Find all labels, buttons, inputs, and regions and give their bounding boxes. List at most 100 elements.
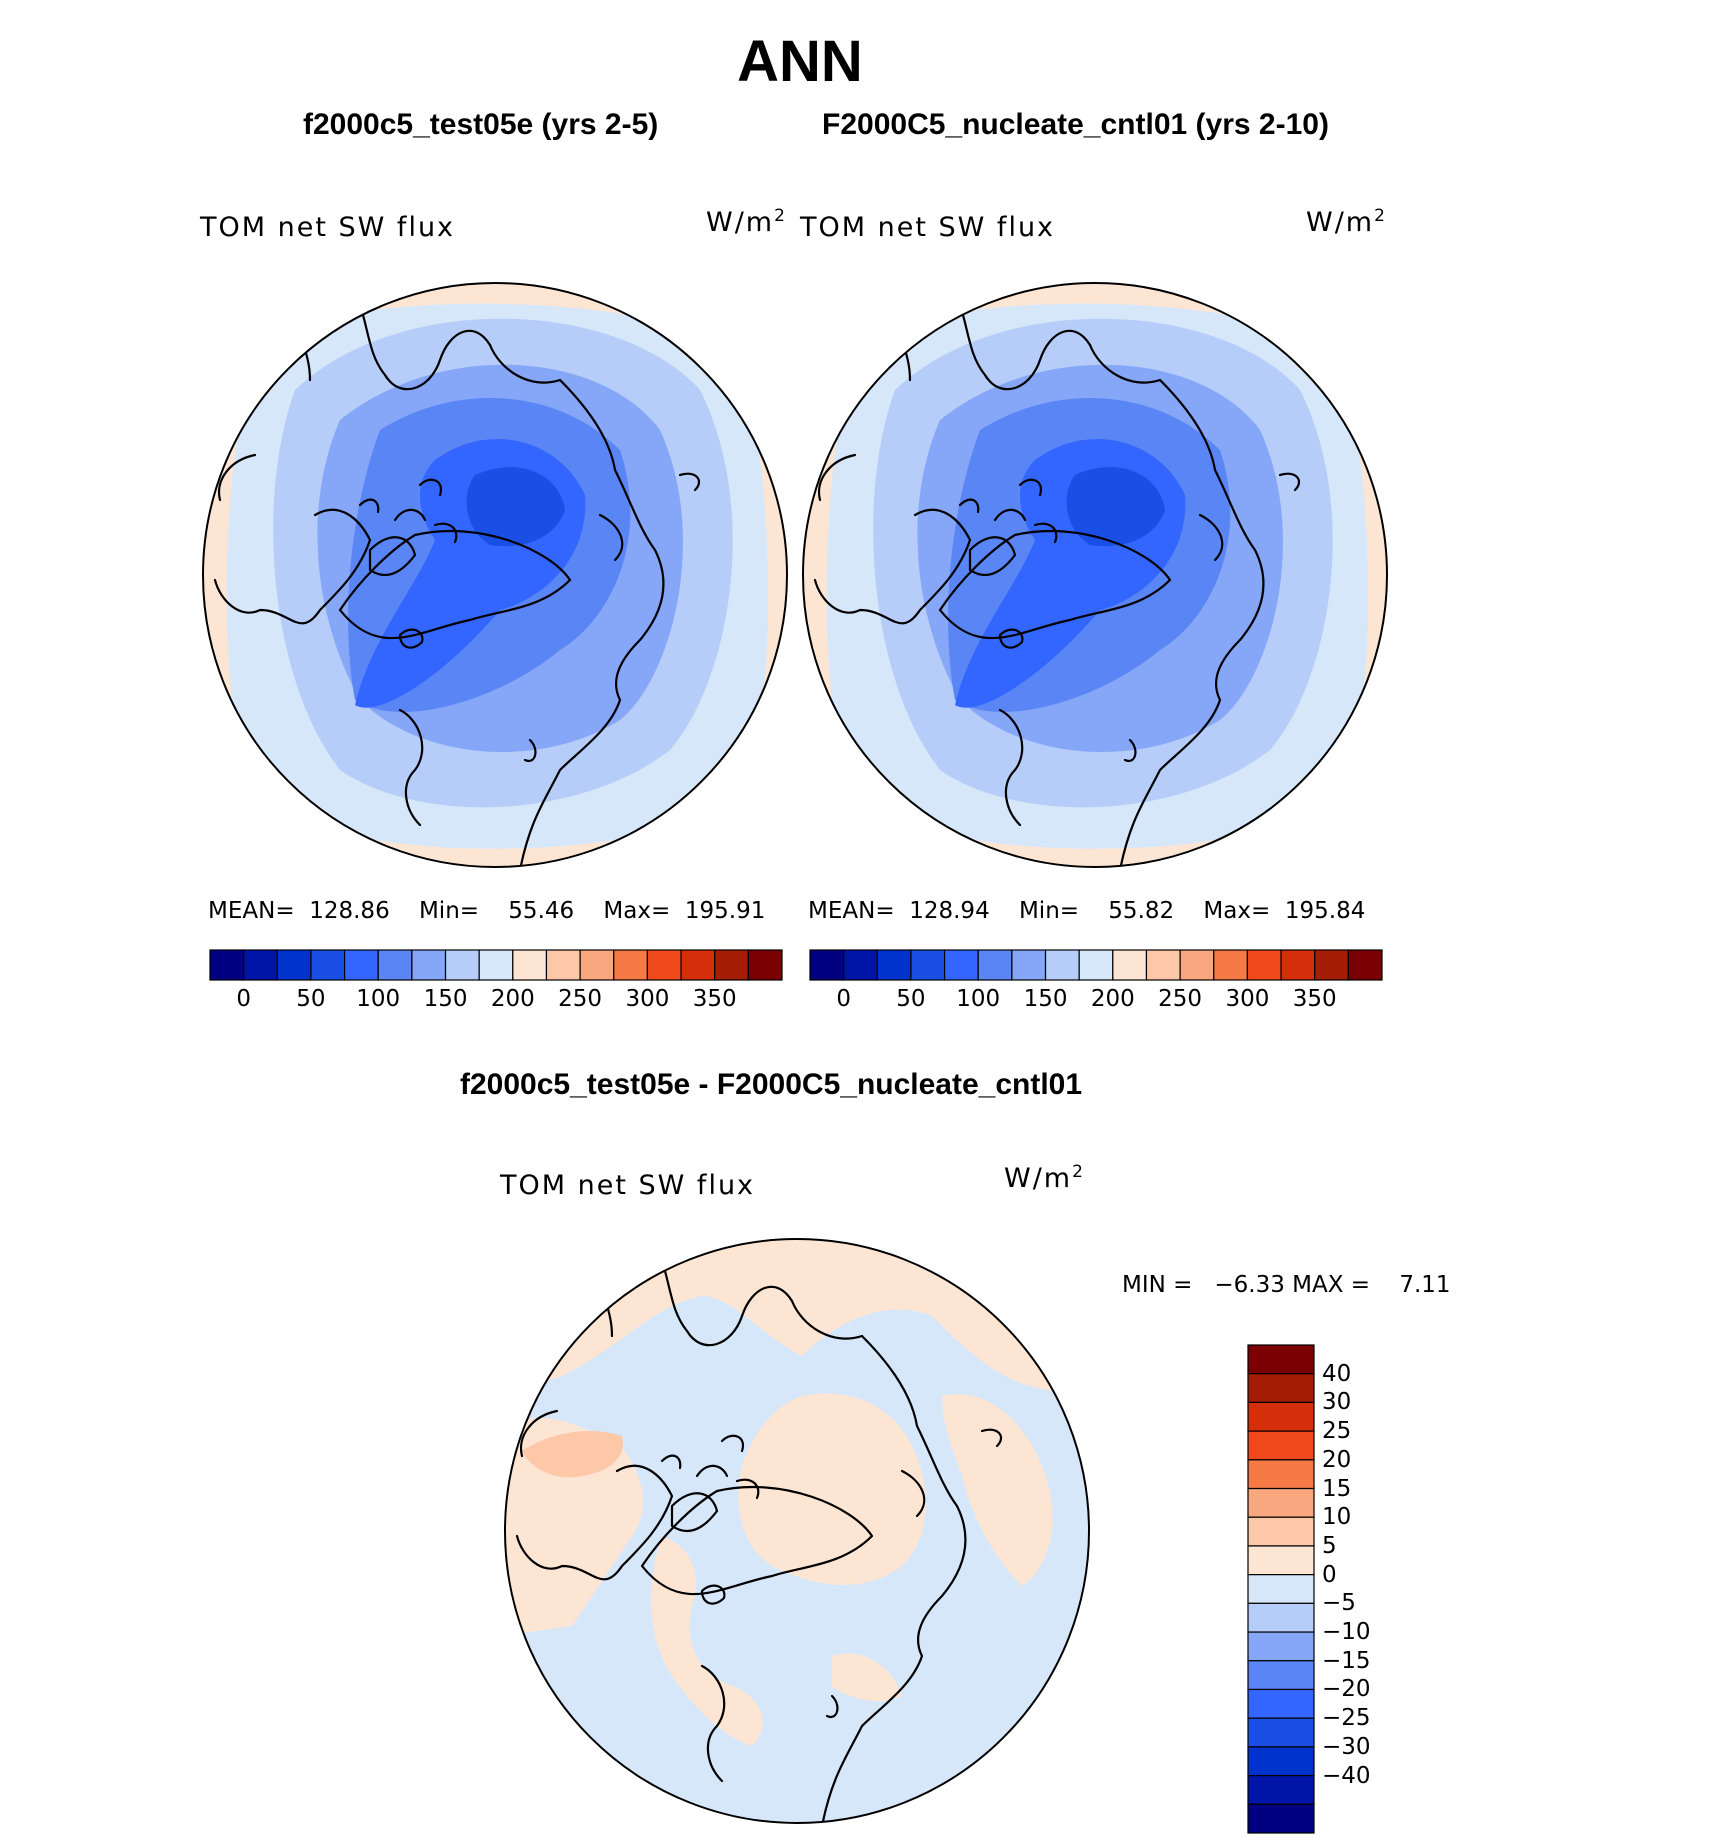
colorbar-swatch <box>1347 949 1383 981</box>
colorbar-tick-label: 250 <box>1158 986 1203 1012</box>
colorbar-swatch <box>209 949 245 981</box>
panel-1-map <box>202 282 788 868</box>
panel-2-variable: TOM net SW flux <box>800 212 1056 243</box>
colorbar-swatch <box>1247 1401 1315 1432</box>
colorbar-tick-label: 250 <box>558 986 603 1012</box>
panel-1-stats: MEAN= 128.86 Min= 55.46 Max= 195.91 <box>208 898 766 924</box>
colorbar-swatch <box>1247 1746 1315 1777</box>
colorbar-tick-label: −40 <box>1322 1762 1371 1789</box>
colorbar-swatch <box>1247 1516 1315 1547</box>
colorbar-tick-label: 25 <box>1322 1418 1352 1445</box>
colorbar-swatch <box>1247 1602 1315 1633</box>
difference-variable: TOM net SW flux <box>500 1170 756 1201</box>
panel-2-colorbar <box>809 949 1383 981</box>
colorbar-swatch <box>1247 1717 1315 1748</box>
colorbar-swatch <box>1179 949 1215 981</box>
colorbar-tick-label: 50 <box>296 986 326 1012</box>
colorbar-swatch <box>910 949 946 981</box>
colorbar-tick-label: 350 <box>1292 986 1337 1012</box>
difference-units: W/m2 <box>1004 1162 1085 1194</box>
colorbar-tick-label: 0 <box>236 986 251 1012</box>
colorbar-swatch <box>1247 1803 1315 1834</box>
colorbar-tick-label: 5 <box>1322 1532 1337 1559</box>
colorbar-swatch <box>1247 1487 1315 1518</box>
colorbar-swatch <box>977 949 1013 981</box>
colorbar-swatch <box>545 949 581 981</box>
colorbar-tick-label: 300 <box>625 986 670 1012</box>
difference-colorbar-labels: 40 30 25 20 15 10 5 0 −5 −10 −15 −20 −25 −30 −40 <box>1322 1345 1402 1833</box>
colorbar-tick-label: −5 <box>1322 1590 1356 1617</box>
colorbar-swatch <box>1044 949 1080 981</box>
colorbar-tick-label: 10 <box>1322 1504 1352 1531</box>
difference-title: f2000c5_test05e - F2000C5_nucleate_cntl0… <box>460 1068 1083 1101</box>
colorbar-swatch <box>276 949 312 981</box>
colorbar-swatch <box>680 949 716 981</box>
colorbar-swatch <box>1247 1660 1315 1691</box>
colorbar-tick-label: 150 <box>1023 986 1068 1012</box>
colorbar-swatch <box>343 949 379 981</box>
colorbar-tick-label: 15 <box>1322 1475 1352 1502</box>
panel-1-colorbar-labels: 0 50 100 150 200 250 300 350 <box>210 986 782 1016</box>
panel-1-colorbar <box>209 949 783 981</box>
colorbar-tick-label: 50 <box>896 986 926 1012</box>
panel-2-units: W/m2 <box>1306 206 1387 238</box>
panel-1-variable: TOM net SW flux <box>200 212 456 243</box>
colorbar-tick-label: 30 <box>1322 1389 1352 1416</box>
colorbar-swatch <box>243 949 278 981</box>
colorbar-tick-label: −30 <box>1322 1733 1371 1760</box>
colorbar-swatch <box>1280 949 1316 981</box>
colorbar-swatch <box>310 949 346 981</box>
colorbar-tick-label: 0 <box>836 986 851 1012</box>
colorbar-swatch <box>1247 1430 1315 1461</box>
colorbar-tick-label: 200 <box>490 986 535 1012</box>
difference-map <box>504 1238 1090 1824</box>
colorbar-swatch <box>1213 949 1249 981</box>
colorbar-tick-label: −15 <box>1322 1647 1371 1674</box>
colorbar-swatch <box>1145 949 1181 981</box>
colorbar-tick-label: 40 <box>1322 1360 1352 1387</box>
colorbar-swatch <box>843 949 878 981</box>
colorbar-swatch <box>613 949 649 981</box>
colorbar-tick-label: 200 <box>1090 986 1135 1012</box>
colorbar-swatch <box>943 949 979 981</box>
colorbar-swatch <box>1247 1688 1315 1719</box>
colorbar-swatch <box>377 949 413 981</box>
colorbar-tick-label: 300 <box>1225 986 1270 1012</box>
colorbar-swatch <box>876 949 912 981</box>
colorbar-swatch <box>809 949 845 981</box>
colorbar-swatch <box>1247 1545 1315 1576</box>
colorbar-swatch <box>747 949 783 981</box>
colorbar-swatch <box>1247 1373 1315 1404</box>
colorbar-swatch <box>1112 949 1148 981</box>
colorbar-tick-label: 350 <box>692 986 737 1012</box>
colorbar-swatch <box>1247 1631 1315 1662</box>
colorbar-swatch <box>512 949 548 981</box>
colorbar-swatch <box>1314 949 1349 981</box>
main-title: ANN <box>737 29 863 94</box>
colorbar-swatch <box>1247 1574 1315 1604</box>
panel-2-colorbar-labels: 0 50 100 150 200 250 300 350 <box>810 986 1382 1016</box>
panel-2-map <box>802 282 1388 868</box>
colorbar-tick-label: −20 <box>1322 1676 1371 1703</box>
colorbar-swatch <box>1246 949 1282 981</box>
colorbar-swatch <box>1011 949 1047 981</box>
colorbar-swatch <box>1078 949 1114 981</box>
difference-colorbar <box>1247 1344 1315 1834</box>
colorbar-swatch <box>1247 1774 1315 1805</box>
panel-1-title: f2000c5_test05e (yrs 2-5) <box>303 108 659 141</box>
colorbar-swatch <box>646 949 682 981</box>
colorbar-swatch <box>411 949 447 981</box>
colorbar-tick-label: −25 <box>1322 1705 1371 1732</box>
difference-stats: MIN = −6.33 MAX = 7.11 <box>1122 1272 1451 1298</box>
colorbar-tick-label: 0 <box>1322 1561 1337 1588</box>
colorbar-tick-label: 100 <box>956 986 1001 1012</box>
colorbar-swatch <box>714 949 749 981</box>
panel-1-units: W/m2 <box>706 206 787 238</box>
colorbar-swatch <box>478 949 514 981</box>
colorbar-swatch <box>1247 1459 1315 1490</box>
colorbar-swatch <box>444 949 480 981</box>
colorbar-tick-label: 20 <box>1322 1446 1352 1473</box>
panel-2-stats: MEAN= 128.94 Min= 55.82 Max= 195.84 <box>808 898 1366 924</box>
colorbar-swatch <box>1247 1344 1315 1375</box>
panel-2-title: F2000C5_nucleate_cntl01 (yrs 2-10) <box>822 108 1329 141</box>
